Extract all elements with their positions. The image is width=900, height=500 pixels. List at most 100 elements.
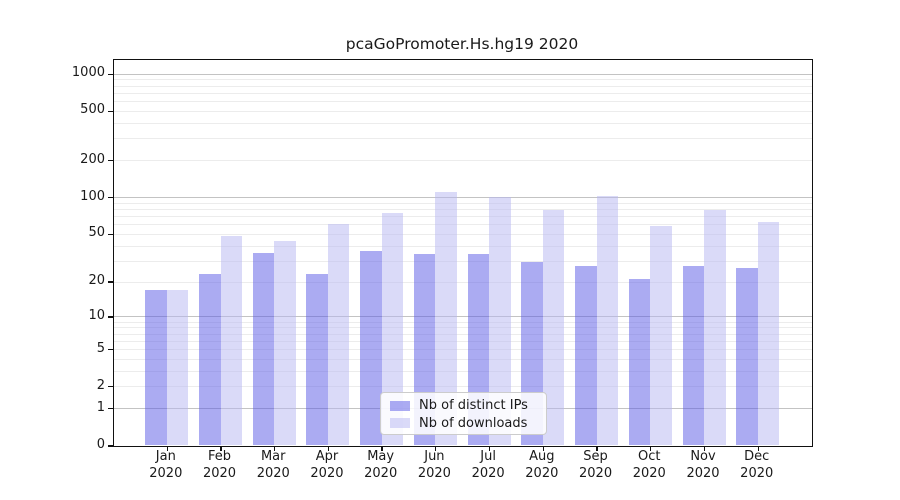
x-tick-mark [327, 446, 330, 451]
bar-jun-downloads [435, 191, 457, 446]
minor-gridline [114, 101, 812, 103]
legend-row: Nb of distinct IPs [390, 397, 538, 415]
minor-gridline [114, 260, 812, 262]
bar-sep-downloads [596, 195, 619, 446]
x-tick-year: 2020 [686, 465, 720, 481]
x-tick-month: Sep [583, 449, 608, 464]
y-tick-mark [107, 408, 113, 410]
x-tick-month: Apr [315, 449, 339, 464]
x-tick-mark [757, 446, 759, 451]
y-tick-label: 50 [88, 225, 105, 241]
bar-may-downloads [381, 213, 404, 446]
y-tick-mark [107, 281, 113, 283]
x-tick-mark [220, 446, 222, 451]
x-tick-label: Jul 2020 [460, 449, 516, 482]
x-tick-label: Nov 2020 [675, 449, 731, 482]
y-tick-label: 2 [96, 377, 105, 393]
x-tick-mark [381, 446, 383, 451]
x-axis-labels: Jan 2020 Feb 2020 Mar 2020 Apr 2020 May 2020 Jun 20… [113, 449, 811, 489]
x-tick-label: Feb 2020 [192, 449, 248, 482]
chart-title: pcaGoPromoter.Hs.hg19 2020 [345, 35, 579, 53]
x-tick-label: Mar 2020 [245, 449, 301, 482]
x-tick-label: Jan 2020 [138, 449, 194, 482]
minor-gridline [114, 92, 812, 94]
bar-dec-distinct-ips [736, 268, 758, 446]
x-tick-year: 2020 [525, 465, 559, 481]
x-tick-month: Feb [208, 449, 232, 464]
y-tick-mark [107, 233, 113, 236]
minor-gridline [114, 333, 812, 335]
x-tick-month: May [367, 449, 395, 464]
bar-oct-distinct-ips [628, 279, 651, 446]
major-gridline [114, 316, 812, 318]
bar-aug-downloads [542, 210, 565, 446]
y-tick-mark [107, 445, 113, 447]
minor-gridline [114, 386, 812, 388]
legend-row: Nb of downloads [390, 415, 538, 433]
x-tick-month: Jan [155, 449, 176, 464]
x-tick-mark [650, 446, 652, 451]
x-tick-year: 2020 [364, 465, 398, 481]
x-tick-label: Dec 2020 [729, 449, 785, 482]
x-tick-label: May 2020 [353, 449, 409, 482]
y-tick-mark [107, 159, 113, 162]
x-tick-year: 2020 [579, 465, 613, 481]
x-tick-year: 2020 [149, 465, 183, 481]
minor-gridline [114, 327, 812, 329]
y-tick-mark [107, 316, 113, 318]
y-tick-label: 5 [96, 340, 105, 356]
bar-nov-downloads [704, 210, 726, 446]
y-tick-label: 1 [96, 399, 105, 415]
minor-gridline [114, 79, 812, 81]
x-tick-year: 2020 [310, 465, 344, 481]
minor-gridline [114, 281, 812, 283]
bar-jul-downloads [489, 197, 511, 446]
y-tick-label: 500 [80, 102, 105, 118]
x-tick-year: 2020 [256, 465, 290, 481]
x-tick-mark [596, 446, 598, 451]
x-tick-mark [703, 446, 706, 451]
minor-gridline [114, 202, 812, 204]
minor-gridline [114, 209, 812, 211]
major-gridline [114, 73, 812, 75]
minor-gridline [114, 224, 812, 226]
y-tick-mark [107, 110, 113, 113]
legend-label-downloads: Nb of downloads [419, 415, 528, 431]
x-tick-label: Oct 2020 [621, 449, 677, 482]
minor-gridline [114, 110, 812, 112]
minor-gridline [114, 85, 812, 87]
x-tick-year: 2020 [202, 465, 237, 481]
y-tick-mark [107, 348, 113, 351]
x-tick-month: Dec [744, 449, 770, 464]
plot-area [113, 59, 813, 447]
bar-apr-distinct-ips [306, 274, 328, 446]
x-tick-month: Jul [480, 449, 496, 464]
x-tick-mark [166, 446, 168, 451]
x-tick-label: Aug 2020 [514, 449, 570, 482]
x-tick-label: Apr 2020 [299, 449, 355, 482]
minor-gridline [114, 321, 812, 323]
y-tick-label: 0 [96, 437, 105, 452]
y-tick-mark [107, 196, 113, 199]
y-tick-label: 100 [80, 188, 105, 204]
minor-gridline [114, 245, 812, 247]
minor-gridline [114, 216, 812, 218]
y-tick-label: 200 [80, 151, 105, 167]
y-tick-mark [107, 386, 113, 388]
x-tick-mark [435, 446, 437, 451]
bar-nov-distinct-ips [682, 266, 704, 446]
bar-apr-downloads [327, 224, 350, 446]
y-tick-label: 1000 [71, 65, 105, 81]
legend: Nb of distinct IPs Nb of downloads [380, 392, 547, 435]
minor-gridline [114, 370, 812, 372]
minor-gridline [114, 122, 812, 124]
bar-may-distinct-ips [360, 251, 382, 446]
y-tick-label: 10 [88, 307, 105, 323]
minor-gridline [114, 138, 812, 140]
x-tick-mark [274, 446, 276, 451]
x-tick-month: Jun [424, 449, 445, 464]
bar-mar-distinct-ips [252, 252, 275, 446]
x-tick-month: Aug [529, 449, 555, 464]
x-tick-year: 2020 [471, 465, 505, 481]
